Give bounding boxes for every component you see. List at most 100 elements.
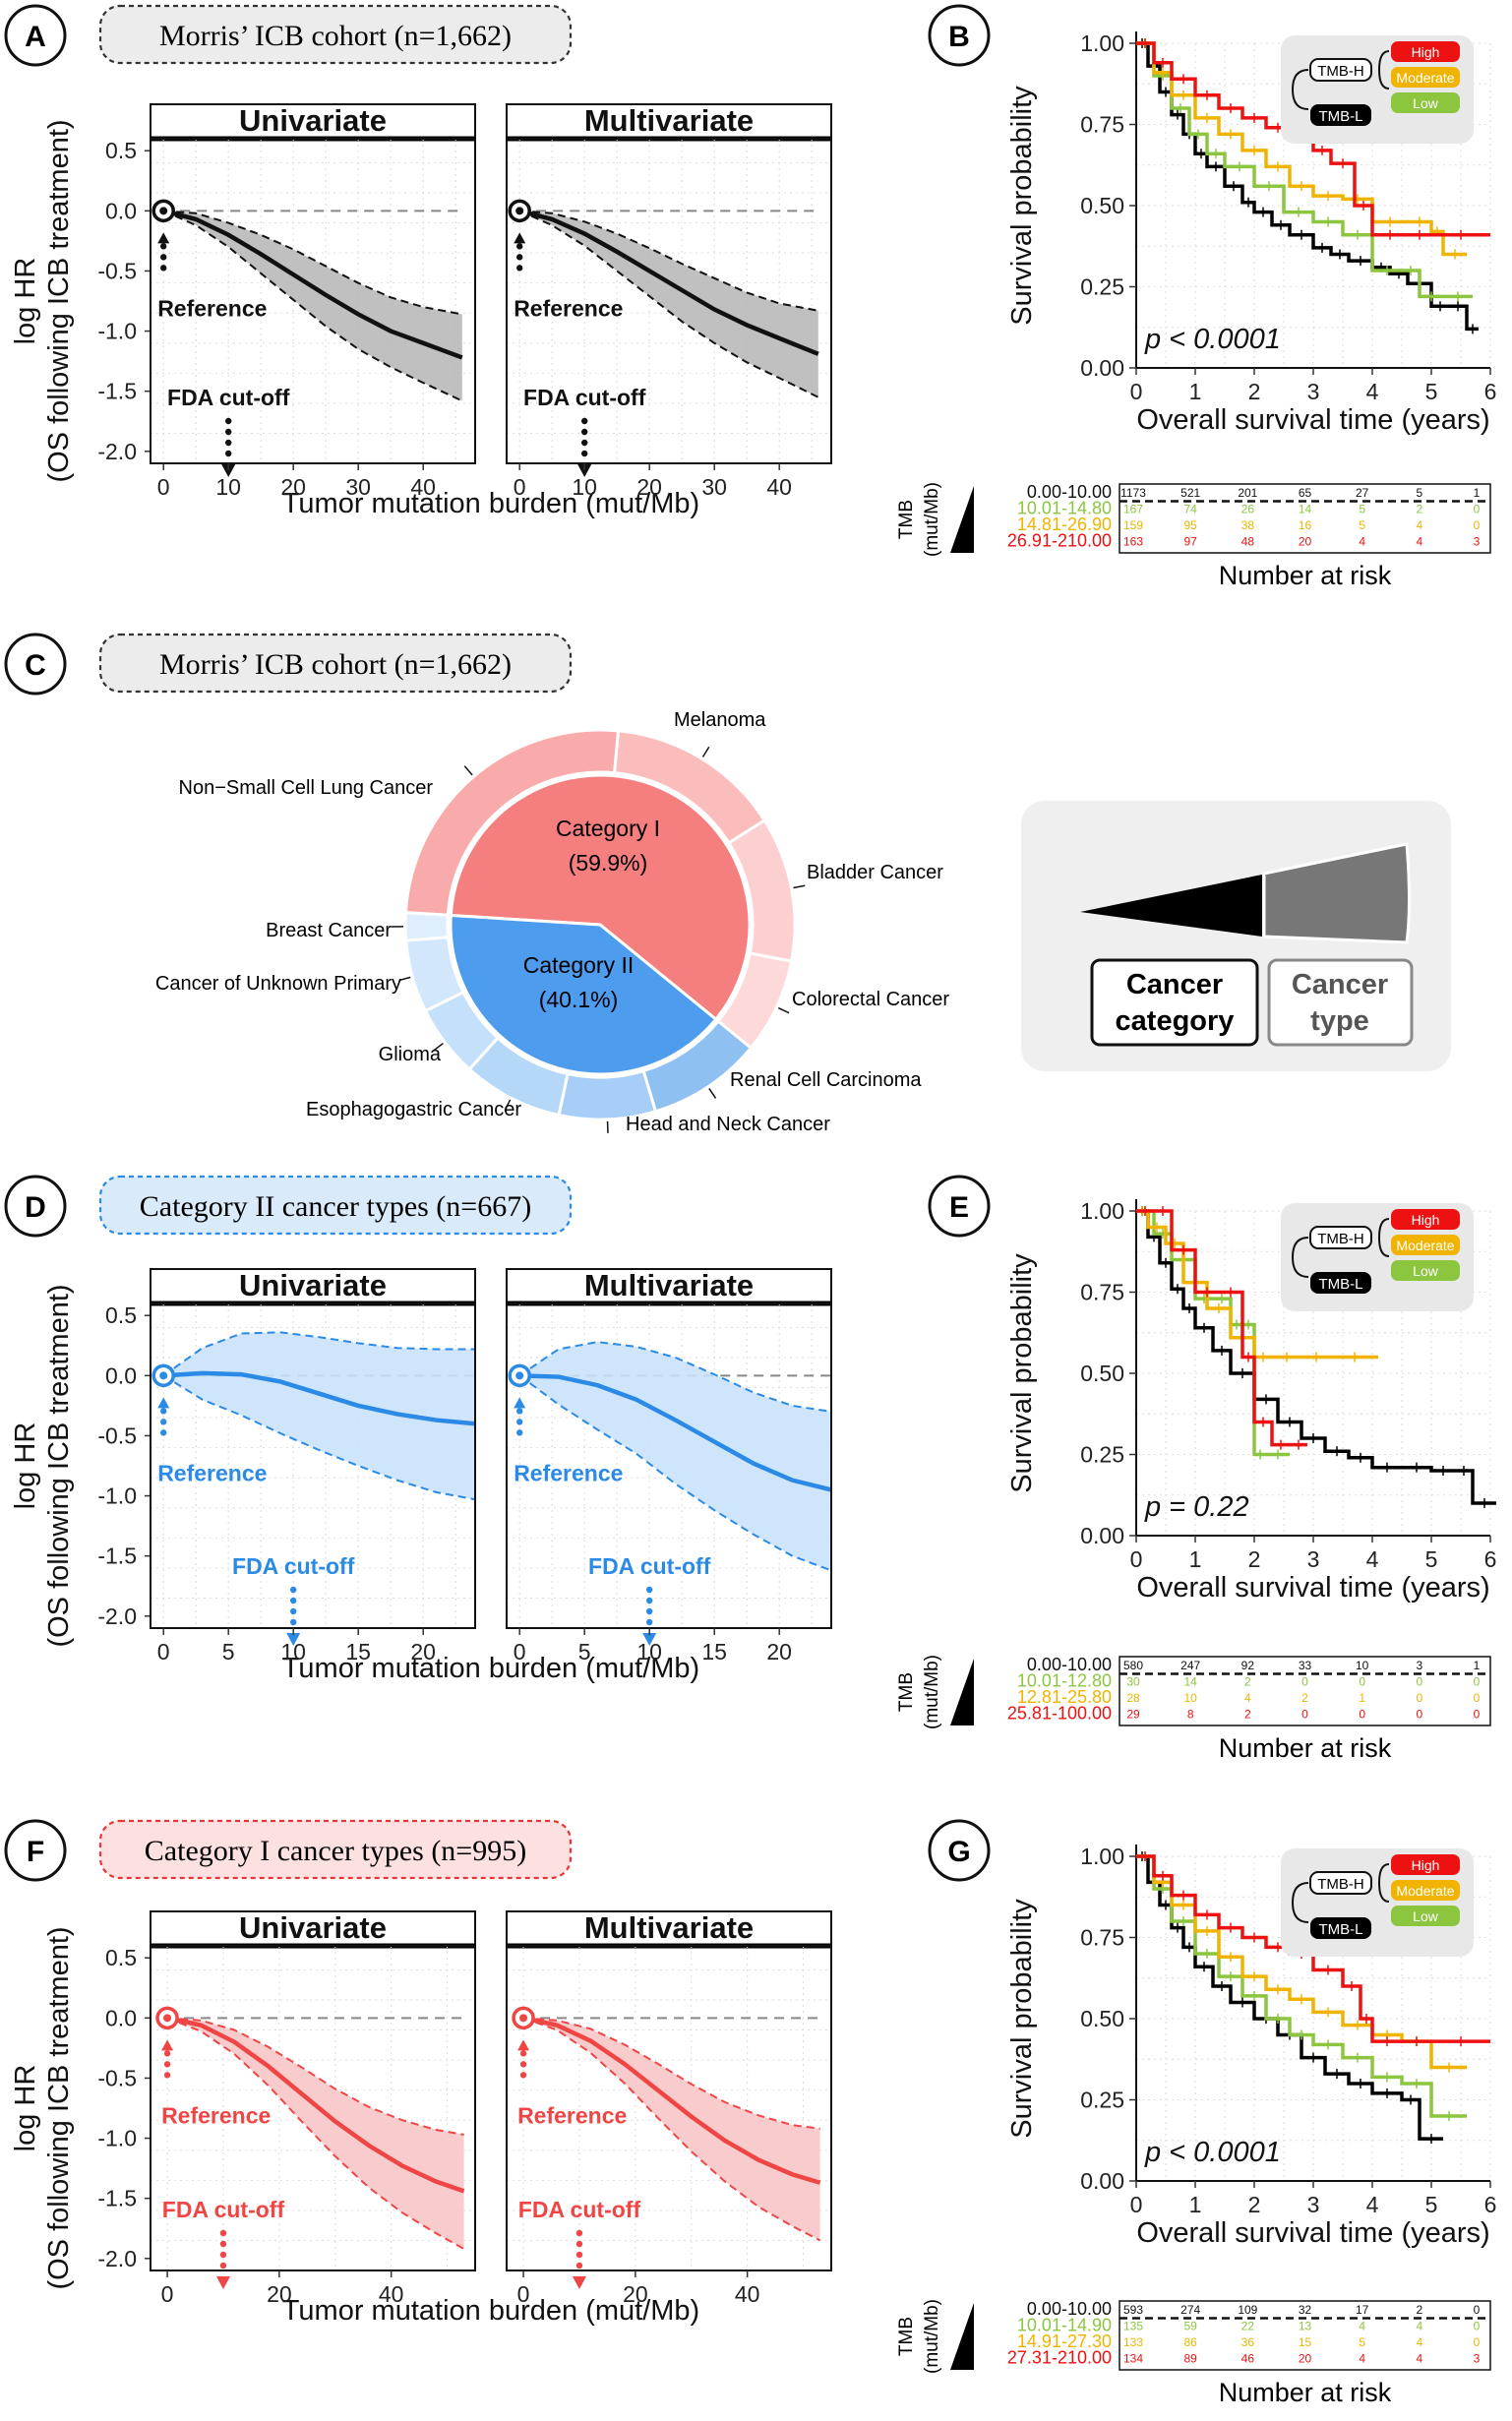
xtick-label: 6 — [1484, 1546, 1497, 1572]
risk-count: 0 — [1474, 2303, 1481, 2317]
cancer-type-label: Renal Cell Carcinoma — [730, 1069, 922, 1091]
legend-moderate-label: Moderate — [1396, 1238, 1454, 1253]
fda-arrow-dot — [581, 429, 587, 435]
chart-B-at-risk-label: Number at risk — [1219, 561, 1392, 590]
risk-count: 201 — [1238, 486, 1257, 500]
ytick-label: 0.75 — [1080, 1280, 1124, 1305]
risk-count: 65 — [1299, 486, 1312, 500]
ytick-label: 0.25 — [1080, 1442, 1124, 1468]
risk-count: 0 — [1359, 1708, 1365, 1722]
chart-D-ylabel-1: log HR — [10, 1422, 41, 1510]
panel-g: G Survival probability0.000.250.500.751.… — [896, 1821, 1496, 2407]
ytick-label: 0.50 — [1080, 193, 1124, 218]
risk-count: 8 — [1187, 1708, 1194, 1722]
reference-arrow-head — [514, 232, 525, 243]
chart-E-ylabel: Survival probability — [1006, 1253, 1038, 1493]
xtick-label: 5 — [222, 1639, 235, 1664]
risk-count: 521 — [1180, 486, 1200, 500]
cancer-type-label: Breast Cancer — [266, 920, 392, 941]
panel-b: B Survival probability0.000.250.500.751.… — [896, 6, 1496, 590]
fda-arrow-dot — [225, 451, 231, 456]
chart-A-ytick-label: 0.5 — [105, 138, 137, 163]
risk-count: 13 — [1299, 2320, 1312, 2333]
risk-count: 97 — [1183, 535, 1197, 549]
ytick-label: 1.00 — [1080, 30, 1124, 56]
risk-count: 247 — [1180, 1659, 1200, 1672]
panel-e-km-chart: Survival probability0.000.250.500.751.00… — [896, 1198, 1496, 1763]
xtick-label: 5 — [578, 1639, 591, 1664]
xtick-label: 10 — [215, 474, 241, 500]
xtick-label: 20 — [623, 2281, 648, 2307]
risk-count: 10 — [1356, 1659, 1369, 1672]
risk-count: 32 — [1299, 2303, 1312, 2317]
chart-E-xlabel: Overall survival time (years) — [1136, 1572, 1489, 1604]
risk-count: 14 — [1183, 1675, 1197, 1689]
xtick-label: 0 — [1130, 379, 1143, 404]
xtick-label: 6 — [1484, 2192, 1497, 2217]
risk-count: 46 — [1241, 2352, 1255, 2366]
reference-arrow-dot — [160, 265, 166, 271]
facet-strip-label: Univariate — [239, 1910, 387, 1945]
legend-high-label: High — [1412, 44, 1440, 60]
xtick-label: 5 — [1425, 1546, 1438, 1572]
chart-F-ytick-label: -1.5 — [97, 2186, 137, 2211]
ytick-label: 1.00 — [1080, 1844, 1124, 1869]
risk-count: 2 — [1416, 503, 1422, 516]
risk-count: 30 — [1126, 1675, 1140, 1689]
reference-label: Reference — [514, 295, 623, 321]
fda-arrow-dot — [581, 418, 587, 424]
risk-count: 3 — [1474, 535, 1481, 549]
leader-line — [464, 766, 472, 775]
risk-count: 27 — [1356, 486, 1369, 500]
legend-low-label: Low — [1413, 1908, 1439, 1924]
fda-cutoff-label: FDA cut-off — [523, 385, 646, 410]
category-ii-label: Category II — [523, 952, 635, 978]
facet-strip-label: Univariate — [239, 1268, 387, 1302]
ytick-label: 0.50 — [1080, 1361, 1124, 1386]
chart-A-ytick-label: -1.0 — [97, 319, 137, 344]
legend-high-label: High — [1412, 1857, 1440, 1873]
risk-count: 163 — [1123, 535, 1143, 549]
risk-count: 0 — [1416, 1691, 1422, 1705]
chart-B-tmb-wedge — [950, 486, 974, 553]
key-category-label-2: category — [1116, 1005, 1235, 1037]
cancer-type-label: Glioma — [379, 1044, 442, 1065]
chart-D-ytick-label: 0.5 — [105, 1302, 137, 1328]
xtick-label: 2 — [1248, 2192, 1261, 2217]
xtick-label: 0 — [1130, 2192, 1143, 2217]
chart-D-ytick-label: -1.0 — [97, 1483, 137, 1509]
risk-count: 167 — [1123, 503, 1143, 516]
chart-D-ytick-label: -0.5 — [97, 1422, 137, 1448]
xtick-label: 0 — [161, 2281, 174, 2307]
legend-moderate-label: Moderate — [1396, 70, 1454, 86]
xtick-label: 3 — [1307, 2192, 1320, 2217]
reference-label: Reference — [161, 2102, 271, 2128]
chart-D-ytick-label: 0.0 — [105, 1362, 137, 1388]
reference-arrow-dot — [516, 265, 522, 271]
xtick-label: 3 — [1307, 379, 1320, 404]
risk-count: 0 — [1474, 1675, 1481, 1689]
xtick-label: 0 — [157, 474, 170, 500]
chart-B-ylabel: Survival probability — [1006, 86, 1038, 326]
xtick-label: 5 — [1425, 2192, 1438, 2217]
legend-tmbh-label: TMB-H — [1317, 1876, 1364, 1893]
reference-arrow-dot — [516, 243, 522, 249]
xtick-label: 1 — [1189, 379, 1202, 404]
risk-count: 5 — [1359, 503, 1365, 516]
xtick-label: 40 — [379, 2281, 404, 2307]
xtick-label: 0 — [514, 1639, 526, 1664]
legend-moderate-label: Moderate — [1396, 1883, 1454, 1899]
cancer-type-label: Bladder Cancer — [807, 862, 943, 883]
chart-A-ylabel-2: (OS following ICB treatment) — [43, 119, 75, 482]
leader-line — [778, 1008, 789, 1013]
reference-label: Reference — [517, 2102, 627, 2128]
risk-count: 4 — [1416, 518, 1422, 532]
panel-f-cohort-title: Category I cancer types (n=995) — [145, 1835, 526, 1867]
risk-count: 29 — [1126, 1708, 1140, 1722]
chart-D-ylabel-2: (OS following ICB treatment) — [43, 1284, 75, 1647]
risk-count: 0 — [1301, 1675, 1308, 1689]
leader-line — [793, 885, 805, 887]
